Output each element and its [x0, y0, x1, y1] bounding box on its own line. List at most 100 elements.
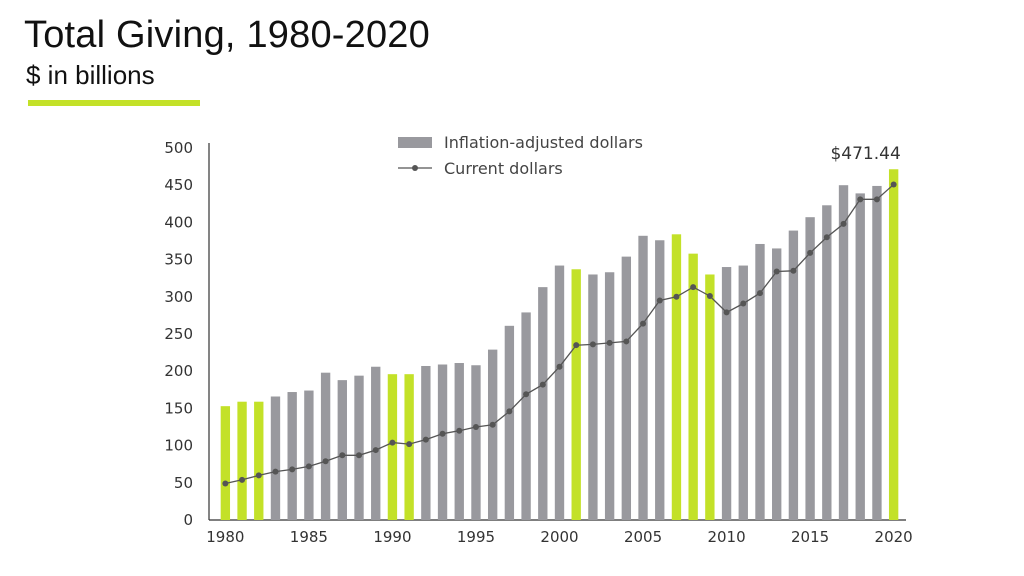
line-point	[740, 300, 747, 307]
bar	[655, 240, 665, 521]
chart-subtitle: $ in billions	[26, 60, 155, 90]
y-tick-label: 250	[164, 325, 193, 343]
chart-title: Total Giving, 1980-2020	[24, 14, 430, 56]
bar	[755, 243, 765, 520]
line-point	[539, 381, 546, 388]
line-point	[489, 421, 496, 428]
line-point	[556, 363, 563, 370]
y-tick-label: 50	[174, 474, 193, 492]
y-tick-label: 0	[183, 511, 193, 529]
bar	[588, 274, 598, 520]
value-annotation: $471.44	[830, 144, 900, 164]
legend-swatch-bar	[398, 137, 432, 148]
legend-label-line: Current dollars	[444, 159, 563, 178]
bar	[220, 406, 231, 520]
legend-label-bar: Inflation-adjusted dollars	[444, 133, 643, 152]
line-point	[623, 338, 630, 345]
x-tick-label: 2000	[540, 528, 578, 546]
line-point	[439, 430, 446, 437]
bar	[471, 365, 481, 520]
bar	[554, 265, 565, 520]
line-point	[322, 458, 329, 465]
x-tick-label: 2015	[791, 528, 829, 546]
bar	[270, 396, 281, 520]
line-point	[640, 320, 647, 327]
line-point	[890, 181, 897, 188]
y-tick-label: 200	[164, 362, 193, 380]
accent-rule	[28, 100, 200, 106]
bar	[688, 253, 698, 520]
bar	[337, 380, 347, 520]
x-tick-label: 1990	[373, 528, 411, 546]
bar	[504, 325, 515, 520]
bar	[805, 217, 815, 520]
y-tick-label: 450	[164, 176, 193, 194]
bar	[254, 401, 264, 520]
bar	[437, 364, 448, 520]
line-point	[706, 293, 713, 300]
bar	[872, 185, 882, 520]
line-point	[673, 293, 680, 300]
bar	[604, 272, 615, 520]
bar	[538, 287, 548, 520]
line-point	[305, 463, 312, 470]
line-point	[823, 234, 830, 241]
line-point	[356, 452, 363, 459]
y-tick-label: 500	[164, 139, 193, 157]
bar	[888, 169, 899, 520]
line-point	[456, 427, 463, 434]
line-point	[523, 391, 530, 398]
legend-swatch-point	[412, 165, 418, 171]
bar	[487, 349, 498, 520]
bar	[772, 248, 782, 520]
bar	[237, 401, 247, 520]
x-tick-label: 1995	[457, 528, 495, 546]
line-point	[472, 424, 479, 430]
bar	[371, 366, 381, 520]
line-point	[422, 436, 429, 443]
bar	[705, 274, 715, 520]
line-point	[222, 480, 229, 487]
line-point	[239, 476, 246, 483]
y-tick-label: 400	[164, 213, 193, 231]
x-tick-label: 1980	[206, 528, 244, 546]
x-tick-label: 2005	[624, 528, 662, 546]
bar	[738, 265, 748, 520]
bar	[521, 312, 531, 520]
bar	[421, 365, 431, 520]
line-point	[840, 220, 847, 227]
line-point	[372, 447, 379, 454]
line-point	[573, 342, 580, 349]
line-point	[589, 341, 596, 348]
line-point	[723, 309, 730, 316]
y-tick-label: 100	[164, 437, 193, 455]
line-point	[255, 472, 262, 479]
bar	[855, 193, 865, 520]
y-tick-label: 300	[164, 288, 193, 306]
bar	[571, 269, 581, 520]
line-point	[406, 441, 413, 448]
bar	[304, 390, 314, 520]
bar	[621, 256, 632, 520]
bar	[354, 375, 364, 520]
bar	[822, 205, 832, 520]
line-point	[506, 408, 513, 415]
x-tick-label: 2020	[875, 528, 913, 546]
bar	[671, 234, 682, 520]
line-point	[857, 196, 864, 203]
y-tick-label: 150	[164, 399, 193, 417]
bar	[838, 185, 849, 520]
bar	[320, 372, 331, 520]
line-point	[756, 290, 763, 297]
line-point	[873, 196, 880, 203]
bar	[788, 230, 799, 521]
bar	[287, 392, 297, 520]
bar	[638, 235, 648, 521]
line-point	[272, 468, 279, 475]
x-tick-label: 2010	[707, 528, 745, 546]
line-point	[656, 297, 663, 304]
bar	[454, 363, 464, 520]
line-point	[807, 249, 814, 256]
bar	[387, 374, 398, 520]
